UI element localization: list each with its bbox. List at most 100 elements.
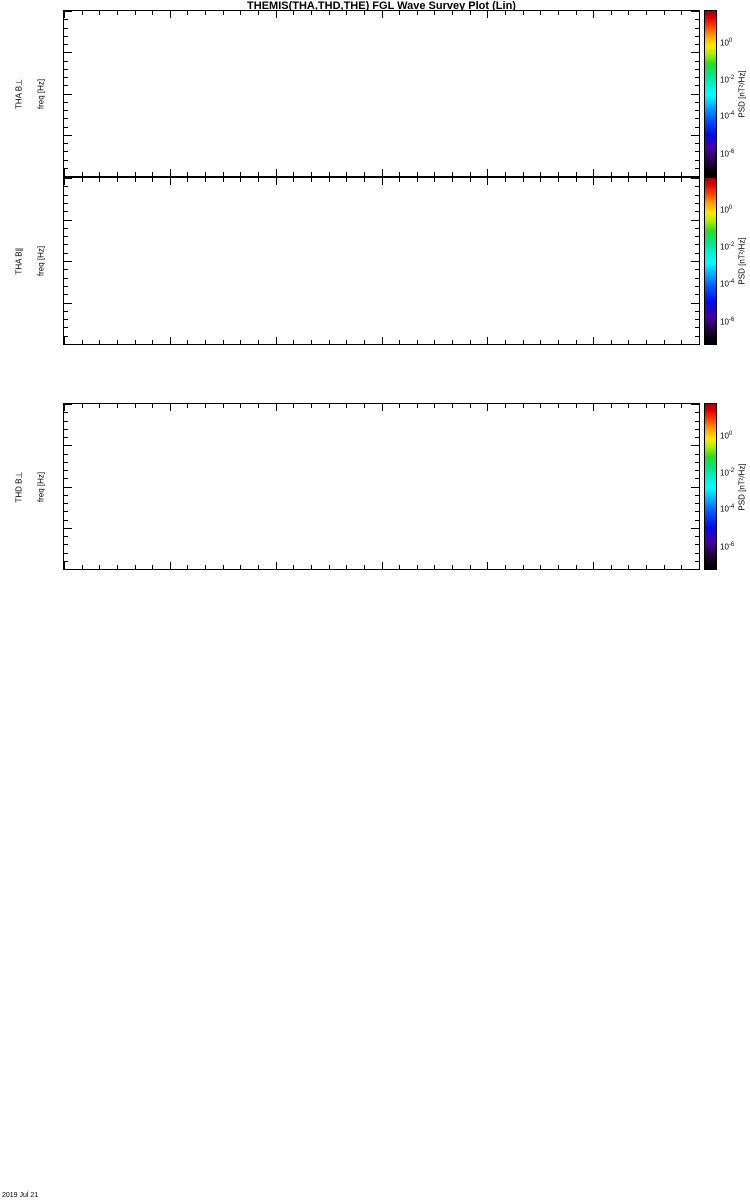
x-tick-mark [135,172,136,176]
x-tick-mark [223,565,224,569]
x-tick-mark [470,11,471,15]
y-tick-mark [64,178,72,179]
x-tick-mark [523,11,524,15]
x-tick-mark [205,565,206,569]
x-tick-mark [364,404,365,408]
y-tick-mark [695,211,699,212]
y-tick-mark [64,286,68,287]
y-tick-mark [695,127,699,128]
y-tick-mark [64,528,72,529]
y-tick-mark [691,303,699,304]
x-tick-mark [576,340,577,344]
y-tick-mark [695,28,699,29]
x-tick-mark [205,11,206,15]
x-tick-mark [681,340,682,344]
y-tick-mark [695,61,699,62]
y-tick-mark [64,454,68,455]
y-tick-mark [64,77,68,78]
x-tick-mark [258,404,259,408]
x-tick-mark [64,178,65,185]
x-tick-mark [399,172,400,176]
y-tick-mark [691,94,699,95]
y-tick-mark [695,77,699,78]
colorbar-tick-exponent: -4 [728,111,735,118]
x-tick-mark [452,11,453,15]
psd-axis-label: PSD [nT²/Hz] [737,69,747,118]
x-tick-mark [576,178,577,182]
x-tick-mark [452,178,453,182]
y-tick-mark [64,236,68,237]
y-tick-mark [695,143,699,144]
colorbar [704,177,717,345]
x-tick-mark [293,340,294,344]
x-tick-mark [117,178,118,182]
colorbar-tick-base: 10 [720,431,729,441]
x-tick-mark [117,340,118,344]
x-tick-mark [293,172,294,176]
x-tick-mark [593,178,594,185]
x-tick-mark [240,178,241,182]
y-tick-mark [64,211,68,212]
colorbar-tick-exponent: -6 [728,541,735,548]
y-tick-mark [64,478,68,479]
x-tick-mark [417,340,418,344]
y-tick-mark [64,412,68,413]
x-tick-mark [329,565,330,569]
x-tick-mark [152,340,153,344]
x-tick-mark [611,178,612,182]
x-tick-mark [699,169,700,176]
y-tick-mark [64,52,72,53]
x-tick-mark [417,11,418,15]
y-tick-mark [64,319,68,320]
colorbar-tick-label: 100 [720,36,732,49]
y-tick-mark [64,176,72,177]
y-tick-mark [695,195,699,196]
y-tick-mark [695,44,699,45]
x-tick-mark [434,178,435,182]
y-tick-mark [64,553,68,554]
x-tick-mark [540,178,541,182]
colorbar-tick-label: 10-2 [720,466,734,479]
x-tick-mark [293,11,294,15]
colorbar-tick-base: 10 [720,542,729,552]
x-tick-mark [187,565,188,569]
x-tick-mark [82,172,83,176]
y-tick-mark [64,511,68,512]
x-tick-mark [364,11,365,15]
freq-axis-label: freq [Hz] [36,245,46,277]
x-tick-mark [64,169,65,176]
x-tick-mark [205,172,206,176]
x-tick-mark [223,11,224,15]
colorbar-tick-label: 10-4 [720,109,734,122]
y-tick-mark [695,269,699,270]
x-tick-mark [434,340,435,344]
x-tick-mark [311,11,312,15]
x-tick-mark [505,172,506,176]
x-tick-mark [346,172,347,176]
x-tick-mark [99,178,100,182]
x-tick-mark [399,565,400,569]
x-tick-mark [382,11,383,18]
panel-label: THA B⊥ [14,78,24,109]
x-tick-mark [152,404,153,408]
colorbar-tick-label: 10-4 [720,277,734,290]
x-tick-mark [523,340,524,344]
x-tick-mark [611,172,612,176]
colorbar-tick-base: 10 [720,505,729,515]
colorbar-tick-exponent: -4 [728,279,735,285]
x-tick-mark [82,340,83,344]
y-tick-mark [64,102,68,103]
x-tick-mark [664,172,665,176]
x-tick-mark [470,172,471,176]
y-tick-mark [64,168,68,169]
x-tick-mark [223,404,224,408]
y-tick-mark [64,11,72,12]
x-tick-mark [346,178,347,182]
x-tick-mark [452,172,453,176]
y-tick-mark [695,69,699,70]
x-tick-mark [523,178,524,182]
x-tick-mark [135,11,136,15]
x-tick-mark [117,11,118,15]
x-tick-mark [170,11,171,18]
panel-label: THA B∥ [14,247,24,275]
